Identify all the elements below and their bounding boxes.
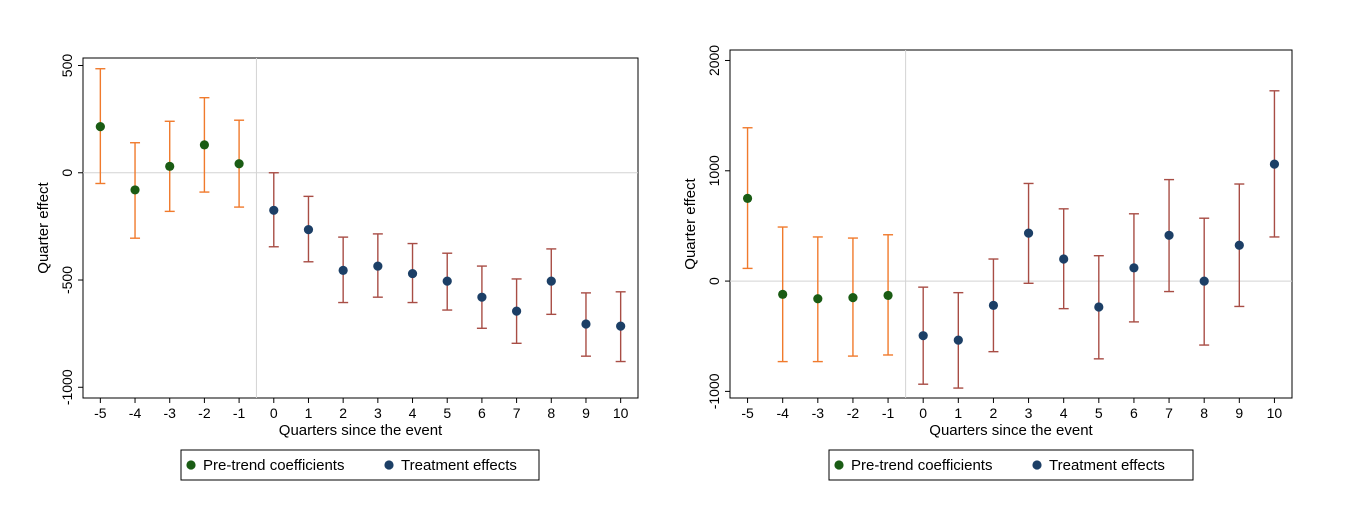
coefficient-point: [1269, 159, 1280, 169]
x-tick-label: 8: [1200, 405, 1208, 421]
y-axis-title: Quarter effect: [35, 181, 52, 273]
legend-marker: [1032, 460, 1042, 470]
x-tick-label: -4: [776, 405, 789, 421]
x-tick-label: 6: [1130, 405, 1138, 421]
legend-label: Pre-trend coefficients: [203, 457, 344, 474]
plot-frame: [729, 49, 1293, 399]
coefficient-point: [130, 185, 140, 195]
coefficient-point: [813, 294, 823, 304]
coefficient-point: [1023, 228, 1034, 238]
coefficient-point: [269, 205, 279, 215]
coefficient-point: [338, 265, 348, 275]
coefficient-point: [918, 331, 928, 341]
coefficient-point: [1234, 240, 1244, 250]
x-tick-label: 2: [339, 405, 347, 421]
y-tick-label: 500: [59, 54, 75, 78]
coefficient-point: [511, 306, 522, 316]
coefficient-point: [581, 319, 591, 329]
x-tick-label: -2: [198, 405, 211, 421]
y-tick-label: -1000: [59, 369, 75, 405]
x-tick-label: 0: [919, 405, 927, 421]
legend-marker: [186, 460, 196, 470]
x-tick-label: 9: [1235, 405, 1243, 421]
x-tick-label: 3: [374, 405, 382, 421]
coefficient-point: [165, 161, 175, 171]
x-tick-label: 4: [1060, 405, 1068, 421]
legend-label: Treatment effects: [401, 457, 517, 474]
x-tick-label: 0: [270, 405, 278, 421]
x-tick-label: 6: [478, 405, 486, 421]
x-tick-label: -3: [163, 405, 176, 421]
y-tick-label: -1000: [706, 373, 722, 409]
coefficient-point: [407, 268, 418, 279]
x-tick-label: 9: [582, 405, 590, 421]
coefficient-point: [1164, 230, 1174, 240]
y-tick-label: 0: [59, 169, 75, 177]
coefficient-point: [199, 140, 210, 150]
coefficient-point: [883, 290, 893, 301]
left-chart: -5 -4 -3 -2 -1 0 1 2 3 4 5 6 7 8 9 10 500 0 -500 -1000 Quart…: [35, 54, 639, 481]
x-tick-label: 1: [954, 405, 962, 421]
x-tick-label: -2: [847, 405, 860, 421]
legend-box: [180, 449, 540, 481]
x-tick-label: 5: [443, 405, 451, 421]
y-tick-label: 1000: [706, 155, 722, 186]
legend-label: Treatment effects: [1049, 457, 1165, 474]
coefficient-point: [953, 335, 963, 345]
coefficient-point: [303, 225, 314, 235]
y-tick-label: 2000: [706, 45, 722, 76]
x-tick-label: 2: [990, 405, 998, 421]
coefficient-point: [848, 293, 858, 303]
x-tick-label: 5: [1095, 405, 1103, 421]
legend-label: Pre-trend coefficients: [851, 457, 992, 474]
coefficient-point: [477, 292, 487, 302]
coefficient-point: [1094, 302, 1104, 312]
coefficient-point: [234, 159, 244, 169]
x-tick-label: 8: [547, 405, 555, 421]
y-axis-title: Quarter effect: [682, 177, 699, 269]
coefficient-point: [1199, 276, 1209, 286]
y-tick-label: 0: [706, 277, 722, 285]
x-tick-label: 3: [1025, 405, 1033, 421]
coefficient-point: [373, 261, 383, 271]
coefficient-point: [546, 276, 556, 286]
x-tick-label: 4: [409, 405, 417, 421]
coefficient-point: [616, 321, 626, 331]
coefficient-point: [1129, 263, 1139, 273]
coefficient-point: [778, 289, 788, 299]
x-tick-label: 7: [513, 405, 521, 421]
legend-marker: [384, 460, 394, 470]
x-tick-label: -1: [233, 405, 246, 421]
x-axis-title: Quarters since the event: [929, 422, 1093, 439]
legend-marker: [834, 460, 844, 470]
x-tick-label: 10: [613, 405, 629, 421]
x-axis-title: Quarters since the event: [279, 422, 443, 439]
x-tick-label: -5: [741, 405, 754, 421]
y-tick-label: -500: [59, 266, 75, 294]
x-tick-label: 7: [1165, 405, 1173, 421]
coefficient-point: [95, 122, 105, 132]
x-tick-label: -1: [882, 405, 895, 421]
x-tick-label: -4: [129, 405, 142, 421]
x-tick-label: -5: [94, 405, 107, 421]
x-tick-label: 10: [1267, 405, 1283, 421]
x-tick-label: -3: [812, 405, 825, 421]
coefficient-point: [1059, 254, 1069, 264]
x-tick-label: 1: [305, 405, 313, 421]
coefficient-point: [442, 276, 452, 286]
plot-frame: [82, 57, 639, 399]
coefficient-point: [742, 193, 753, 203]
legend-box: [828, 449, 1194, 481]
right-chart: -5 -4 -3 -2 -1 0 1 2 3 4 5 6 7 8 9 10 2000 1000 0 -1000 Quar…: [682, 45, 1293, 481]
coefficient-point: [988, 300, 999, 310]
